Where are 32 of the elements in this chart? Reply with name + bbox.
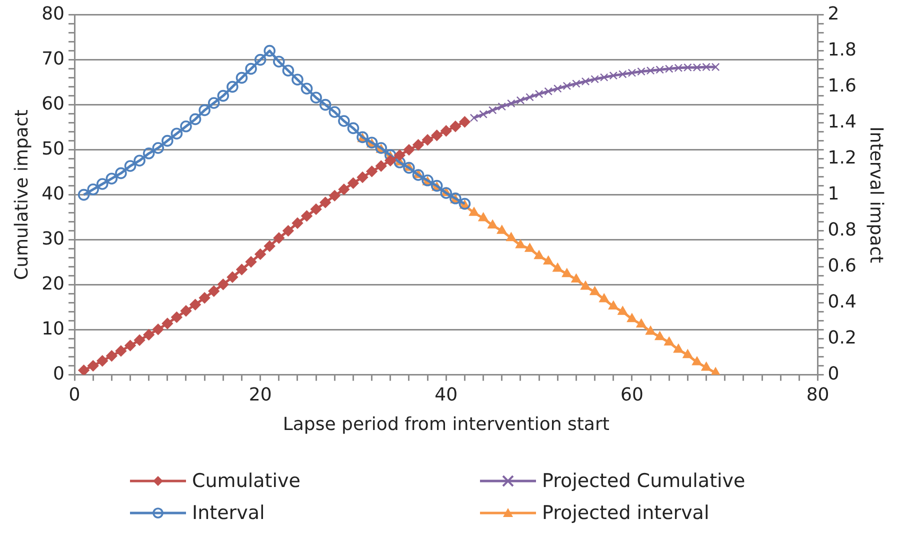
y2-tick-label: 1.8 xyxy=(828,39,856,60)
y2-tick-label: 0 xyxy=(828,363,840,384)
x-tick-label: 20 xyxy=(248,384,272,406)
y2-axis-title: Interval impact xyxy=(866,126,887,264)
y-tick-label: 50 xyxy=(42,138,65,160)
y2-tick-label: 1.2 xyxy=(828,147,856,168)
y-tick-label: 80 xyxy=(42,3,65,24)
y2-tick-label: 0.6 xyxy=(828,255,856,276)
legend-label: Projected interval xyxy=(542,502,710,524)
y2-tick-label: 1.6 xyxy=(828,75,856,96)
y2-tick-label: 2 xyxy=(828,3,840,24)
y2-tick-label: 1 xyxy=(828,183,840,204)
y-tick-label: 10 xyxy=(42,318,65,340)
y2-tick-label: 0.8 xyxy=(828,219,856,240)
y-tick-label: 60 xyxy=(42,93,65,114)
x-tick-label: 60 xyxy=(620,384,644,406)
x-tick-label: 80 xyxy=(806,384,830,406)
x-axis-title: Lapse period from intervention start xyxy=(282,414,610,435)
y2-tick-label: 0.2 xyxy=(828,327,856,348)
y-tick-label: 70 xyxy=(42,48,65,70)
y-tick-label: 40 xyxy=(42,183,65,204)
x-tick-label: 0 xyxy=(68,384,80,406)
y-tick-label: 0 xyxy=(53,363,65,384)
legend-label: Projected Cumulative xyxy=(542,470,746,492)
x-tick-label: 40 xyxy=(434,384,458,406)
y2-tick-label: 0.4 xyxy=(828,291,856,312)
legend-label: Interval xyxy=(192,502,265,524)
legend-label: Cumulative xyxy=(192,470,300,492)
y2-tick-label: 1.4 xyxy=(828,111,856,132)
y-tick-label: 20 xyxy=(42,273,65,294)
y-tick-label: 30 xyxy=(42,228,65,250)
y-axis-title: Cumulative impact xyxy=(11,110,32,280)
